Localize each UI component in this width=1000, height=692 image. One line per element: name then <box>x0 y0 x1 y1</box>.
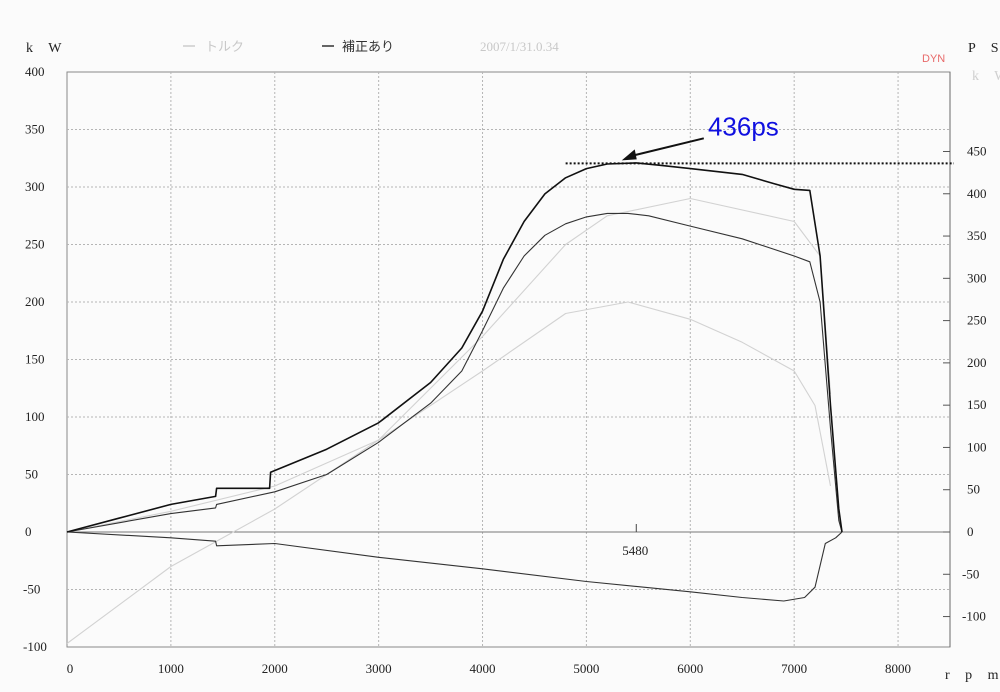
y-right-tick-label: 150 <box>967 397 987 412</box>
annotation-arrow <box>629 137 705 158</box>
x-axis-unit: r p m <box>945 668 1000 683</box>
y-right-tick-label: 0 <box>967 524 974 539</box>
y-left-tick-label: 400 <box>25 64 45 79</box>
x-tick-label: 7000 <box>781 661 807 676</box>
legend-label-torque: トルク <box>205 39 244 54</box>
x-tick-label: 5000 <box>573 661 599 676</box>
y-left-tick-label: -50 <box>23 582 40 597</box>
legend-label-corrected: 補正あり <box>342 39 394 54</box>
annotation-label: 436ps <box>708 111 779 141</box>
y-right-tick-label: -50 <box>962 566 979 581</box>
x-tick-label: 8000 <box>885 661 911 676</box>
legend: トルク 補正あり 2007/1/31.0.34 <box>183 39 559 54</box>
series-layer <box>66 162 843 644</box>
x-tick-label: 1000 <box>158 661 184 676</box>
y-right-faint-unit: k W <box>972 69 1000 84</box>
series-line <box>66 197 832 533</box>
x-tick-label: 6000 <box>677 661 703 676</box>
x-tick-label: 4000 <box>470 661 496 676</box>
grid <box>67 72 950 647</box>
y-left-tick-label: 350 <box>25 122 45 137</box>
y-right-tick-label: 400 <box>967 186 987 201</box>
axis-ticks: 0 1000 2000 3000 4000 5000 6000 7000 80004003503… <box>23 64 987 676</box>
y-right-tick-label: 300 <box>967 270 987 285</box>
series-line <box>66 212 843 533</box>
series-line <box>66 531 843 602</box>
y-left-tick-label: -100 <box>23 639 47 654</box>
y-left-unit: k W <box>26 41 67 56</box>
series-line <box>66 162 843 533</box>
y-right-tick-label: 350 <box>967 228 987 243</box>
y-left-tick-label: 300 <box>25 179 45 194</box>
y-left-tick-label: 50 <box>25 467 38 482</box>
peak-marker-label: 5480 <box>622 543 648 558</box>
y-left-tick-label: 150 <box>25 352 45 367</box>
y-right-unit: P S <box>968 41 1000 56</box>
x-tick-label: 2000 <box>262 661 288 676</box>
stamp: DYN <box>922 53 945 65</box>
y-left-tick-label: 200 <box>25 294 45 309</box>
legend-date: 2007/1/31.0.34 <box>480 39 559 54</box>
y-left-tick-label: 0 <box>25 524 32 539</box>
y-right-tick-label: -100 <box>962 609 986 624</box>
y-right-tick-label: 200 <box>967 355 987 370</box>
y-left-tick-label: 100 <box>25 409 45 424</box>
x-tick-label: 0 <box>67 661 74 676</box>
y-right-tick-label: 450 <box>967 143 987 158</box>
y-right-tick-label: 100 <box>967 439 987 454</box>
y-right-tick-label: 50 <box>967 482 980 497</box>
series-line <box>66 301 832 644</box>
y-right-tick-label: 250 <box>967 313 987 328</box>
y-left-tick-label: 250 <box>25 237 45 252</box>
annotation-arrowhead <box>621 149 637 161</box>
x-tick-label: 3000 <box>366 661 392 676</box>
